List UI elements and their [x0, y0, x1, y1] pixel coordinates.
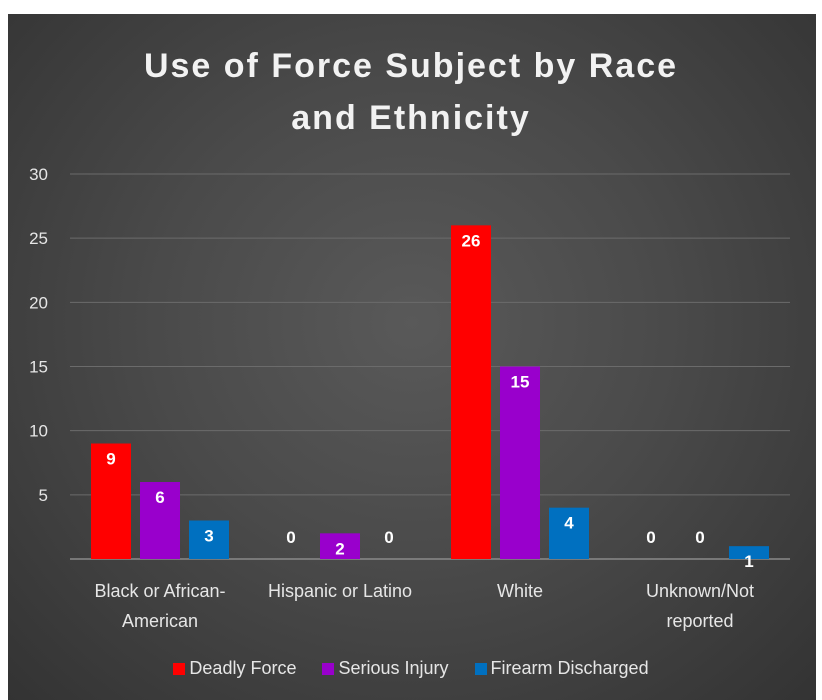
legend-item-firearm-discharged: Firearm Discharged	[474, 658, 649, 679]
y-tick-label: 25	[29, 229, 48, 248]
x-category-label: Unknown/Not	[646, 581, 754, 601]
bar	[91, 443, 131, 559]
legend-item-deadly-force: Deadly Force	[173, 658, 296, 679]
chart-title-line-1: Use of Force Subject by Race	[143, 47, 679, 85]
legend-swatch-firearm-discharged	[474, 662, 487, 675]
y-tick-label: 30	[29, 165, 48, 184]
chart-title-line-2: and Ethnicity	[291, 99, 531, 137]
legend-swatch-deadly-force	[173, 662, 186, 675]
data-label: 0	[646, 528, 655, 547]
x-category-label: Hispanic or Latino	[268, 581, 412, 601]
data-label: 2	[335, 539, 344, 558]
legend-label-deadly-force: Deadly Force	[189, 658, 297, 678]
bar	[549, 507, 589, 559]
data-label: 0	[286, 528, 295, 547]
legend-label-firearm-discharged: Firearm Discharged	[490, 658, 649, 678]
data-label: 15	[511, 373, 530, 392]
data-label: 4	[564, 514, 574, 533]
chart-title: Use of Force Subject by Race and Ethnici…	[0, 40, 822, 144]
data-label: 0	[695, 528, 704, 547]
x-category-label: Black or African-	[94, 581, 225, 601]
legend: Deadly Force Serious Injury Firearm Disc…	[0, 658, 822, 679]
data-label: 0	[384, 528, 393, 547]
bar	[140, 482, 180, 559]
y-tick-label: 15	[29, 358, 48, 377]
data-label: 9	[106, 450, 115, 469]
y-tick-label: 10	[29, 422, 48, 441]
chart-area	[8, 14, 816, 700]
bar	[729, 546, 769, 559]
legend-item-serious-injury: Serious Injury	[322, 658, 449, 679]
y-tick-label: 20	[29, 293, 48, 312]
data-label: 26	[462, 231, 481, 250]
x-category-label: American	[122, 611, 198, 631]
data-label: 6	[155, 488, 164, 507]
bar	[500, 366, 540, 559]
x-category-label: reported	[666, 611, 733, 631]
data-label: 1	[744, 552, 753, 571]
bar	[320, 533, 360, 559]
legend-label-serious-injury: Serious Injury	[338, 658, 449, 678]
legend-swatch-serious-injury	[322, 662, 335, 675]
y-tick-label: 5	[39, 486, 48, 505]
x-category-label: White	[497, 581, 543, 601]
bar	[189, 520, 229, 559]
bar	[451, 225, 491, 560]
data-label: 3	[204, 527, 213, 546]
